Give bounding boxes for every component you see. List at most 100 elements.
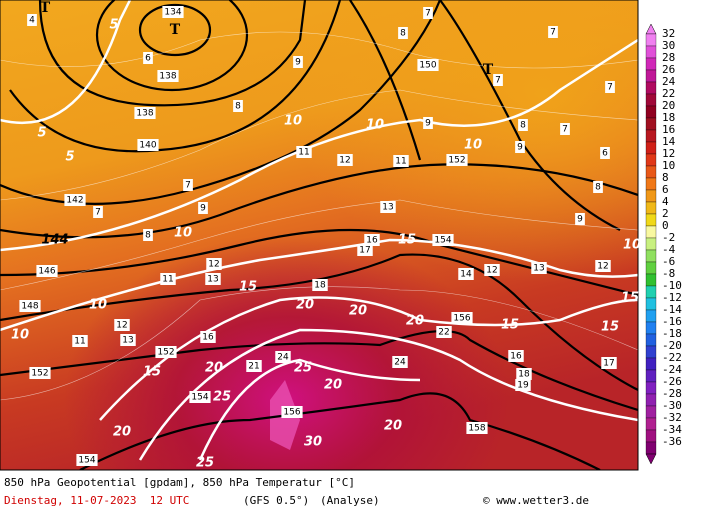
colorbar-label: 28: [662, 51, 675, 64]
footer-run: (Analyse): [320, 494, 380, 507]
contour-label: 9: [577, 215, 583, 225]
contour-label: 134: [164, 8, 181, 18]
footer: 850 hPa Geopotential [gpdam], 850 hPa Te…: [4, 476, 589, 507]
contour-label: 8: [520, 121, 526, 131]
label-box: [206, 258, 222, 270]
colorbar: 32302826242220181614121086420-2-4-6-8-10…: [645, 23, 682, 465]
isotherm-label: 5: [37, 126, 46, 141]
contour-label: 9: [295, 58, 301, 68]
colorbar-label: -16: [662, 315, 682, 328]
contour-label: 13: [207, 275, 218, 285]
contour-label: 12: [116, 321, 127, 331]
contour-label: 9: [200, 204, 206, 214]
contour-label: 7: [562, 125, 568, 135]
label-box: [137, 139, 159, 151]
label-box: [575, 213, 585, 225]
isotherm-label: 10: [11, 328, 29, 343]
footer-date: Dienstag, 11-07-2023 12 UTC: [4, 494, 189, 507]
label-box: [143, 229, 153, 241]
contour-label: 24: [394, 358, 406, 368]
label-box: [296, 146, 312, 158]
colorbar-swatch: [645, 45, 657, 59]
label-box: [27, 14, 37, 26]
colorbar-swatch: [645, 33, 657, 47]
colorbar-swatch: [645, 189, 657, 203]
label-box: [19, 300, 41, 312]
colorbar-label: 18: [662, 111, 675, 124]
contour-label: 16: [510, 352, 522, 362]
contour-label: 152: [31, 369, 48, 379]
label-box: [423, 117, 433, 129]
contour-label: 18: [518, 370, 530, 380]
contour-label: 6: [602, 149, 608, 159]
label-box: [143, 52, 153, 64]
label-box: [157, 70, 179, 82]
colorbar-swatch: [645, 261, 657, 275]
colorbar-swatch: [645, 393, 657, 407]
colorbar-swatch: [645, 309, 657, 323]
isotherm-label: 15: [621, 291, 639, 306]
contour-label: 148: [21, 302, 38, 312]
contour-label: 18: [314, 281, 326, 291]
label-box: [205, 273, 221, 285]
label-box: [515, 379, 531, 391]
colorbar-swatch: [645, 369, 657, 383]
footer-model: (GFS 0.5°): [243, 494, 309, 507]
label-box: [423, 7, 433, 19]
isotherm-label: 20: [296, 298, 314, 313]
label-box: [134, 107, 156, 119]
contour-label: 140: [139, 141, 156, 151]
label-box: [281, 406, 303, 418]
colorbar-label: 26: [662, 63, 675, 76]
label-box: [183, 179, 193, 191]
contour-label: 154: [434, 236, 451, 246]
map-labels: 1341381381401421441461481501521541561521…: [11, 0, 641, 471]
colorbar-label: 8: [662, 171, 669, 184]
label-box: [246, 360, 262, 372]
label-box: [29, 367, 51, 379]
label-box: [446, 154, 468, 166]
label-box: [364, 234, 380, 246]
isotherm-label: 10: [623, 238, 641, 253]
label-box: [200, 331, 216, 343]
colorbar-label: -26: [662, 375, 682, 388]
colorbar-label: 32: [662, 27, 675, 40]
label-box: [76, 454, 98, 466]
colorbar-label: 22: [662, 87, 675, 100]
colorbar-label: -6: [662, 255, 675, 268]
label-box: [484, 264, 500, 276]
colorbar-label: 4: [662, 195, 669, 208]
label-box: [451, 312, 473, 324]
colorbar-swatch: [645, 333, 657, 347]
colorbar-swatch: [645, 297, 657, 311]
isotherm-label: 10: [89, 298, 107, 313]
colorbar-label: -10: [662, 279, 682, 292]
colorbar-label: -30: [662, 399, 682, 412]
label-box: [393, 155, 409, 167]
isotherm-label: 20: [349, 304, 367, 319]
colorbar-label: -36: [662, 435, 682, 448]
colorbar-label: -2: [662, 231, 675, 244]
colorbar-swatch: [645, 165, 657, 179]
contour-label: 6: [145, 54, 151, 64]
label-box: [531, 262, 547, 274]
colorbar-label: 30: [662, 39, 675, 52]
contour-label: 22: [438, 328, 449, 338]
label-box: [160, 273, 176, 285]
label-box: [436, 326, 452, 338]
colorbar-swatch: [645, 405, 657, 419]
isotherm-label: 15: [601, 320, 619, 335]
contour-label: 154: [191, 393, 208, 403]
colorbar-swatch: [645, 357, 657, 371]
label-box: [233, 100, 243, 112]
colorbar-swatch: [645, 81, 657, 95]
low-marker: T: [170, 22, 181, 38]
contour-label: 7: [185, 181, 191, 191]
colorbar-label: -32: [662, 411, 682, 424]
label-box: [595, 260, 611, 272]
colorbar-swatch: [645, 177, 657, 191]
label-box: [466, 422, 488, 434]
label-box: [560, 123, 570, 135]
label-box: [72, 335, 88, 347]
contour-label: 19: [517, 381, 529, 391]
